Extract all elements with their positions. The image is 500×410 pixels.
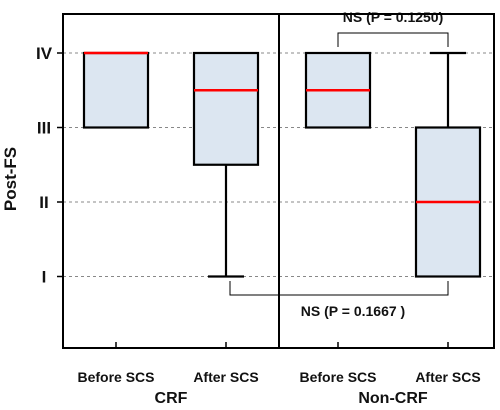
- x-category-label: Before SCS: [77, 369, 154, 385]
- x-category-label: Before SCS: [299, 369, 376, 385]
- x-category-label: After SCS: [415, 369, 480, 385]
- significance-label-top: NS (P = 0.1250): [343, 9, 444, 25]
- y-tick-label: III: [37, 119, 51, 138]
- x-category-label: After SCS: [193, 369, 258, 385]
- y-tick-label: IV: [36, 44, 53, 63]
- significance-bracket-bottom: [229, 281, 449, 296]
- box: [192, 51, 260, 166]
- box-plots: [82, 51, 482, 348]
- significance-bracket-top: [337, 32, 449, 47]
- group-label: Non-CRF: [358, 390, 428, 407]
- significance-label-bottom: NS (P = 0.1667 ): [301, 303, 405, 319]
- group-label: CRF: [155, 390, 188, 407]
- y-tick-label: II: [39, 193, 48, 212]
- y-tick-label: I: [42, 268, 47, 287]
- y-axis-label: Post-FS: [1, 147, 20, 211]
- box: [82, 51, 150, 129]
